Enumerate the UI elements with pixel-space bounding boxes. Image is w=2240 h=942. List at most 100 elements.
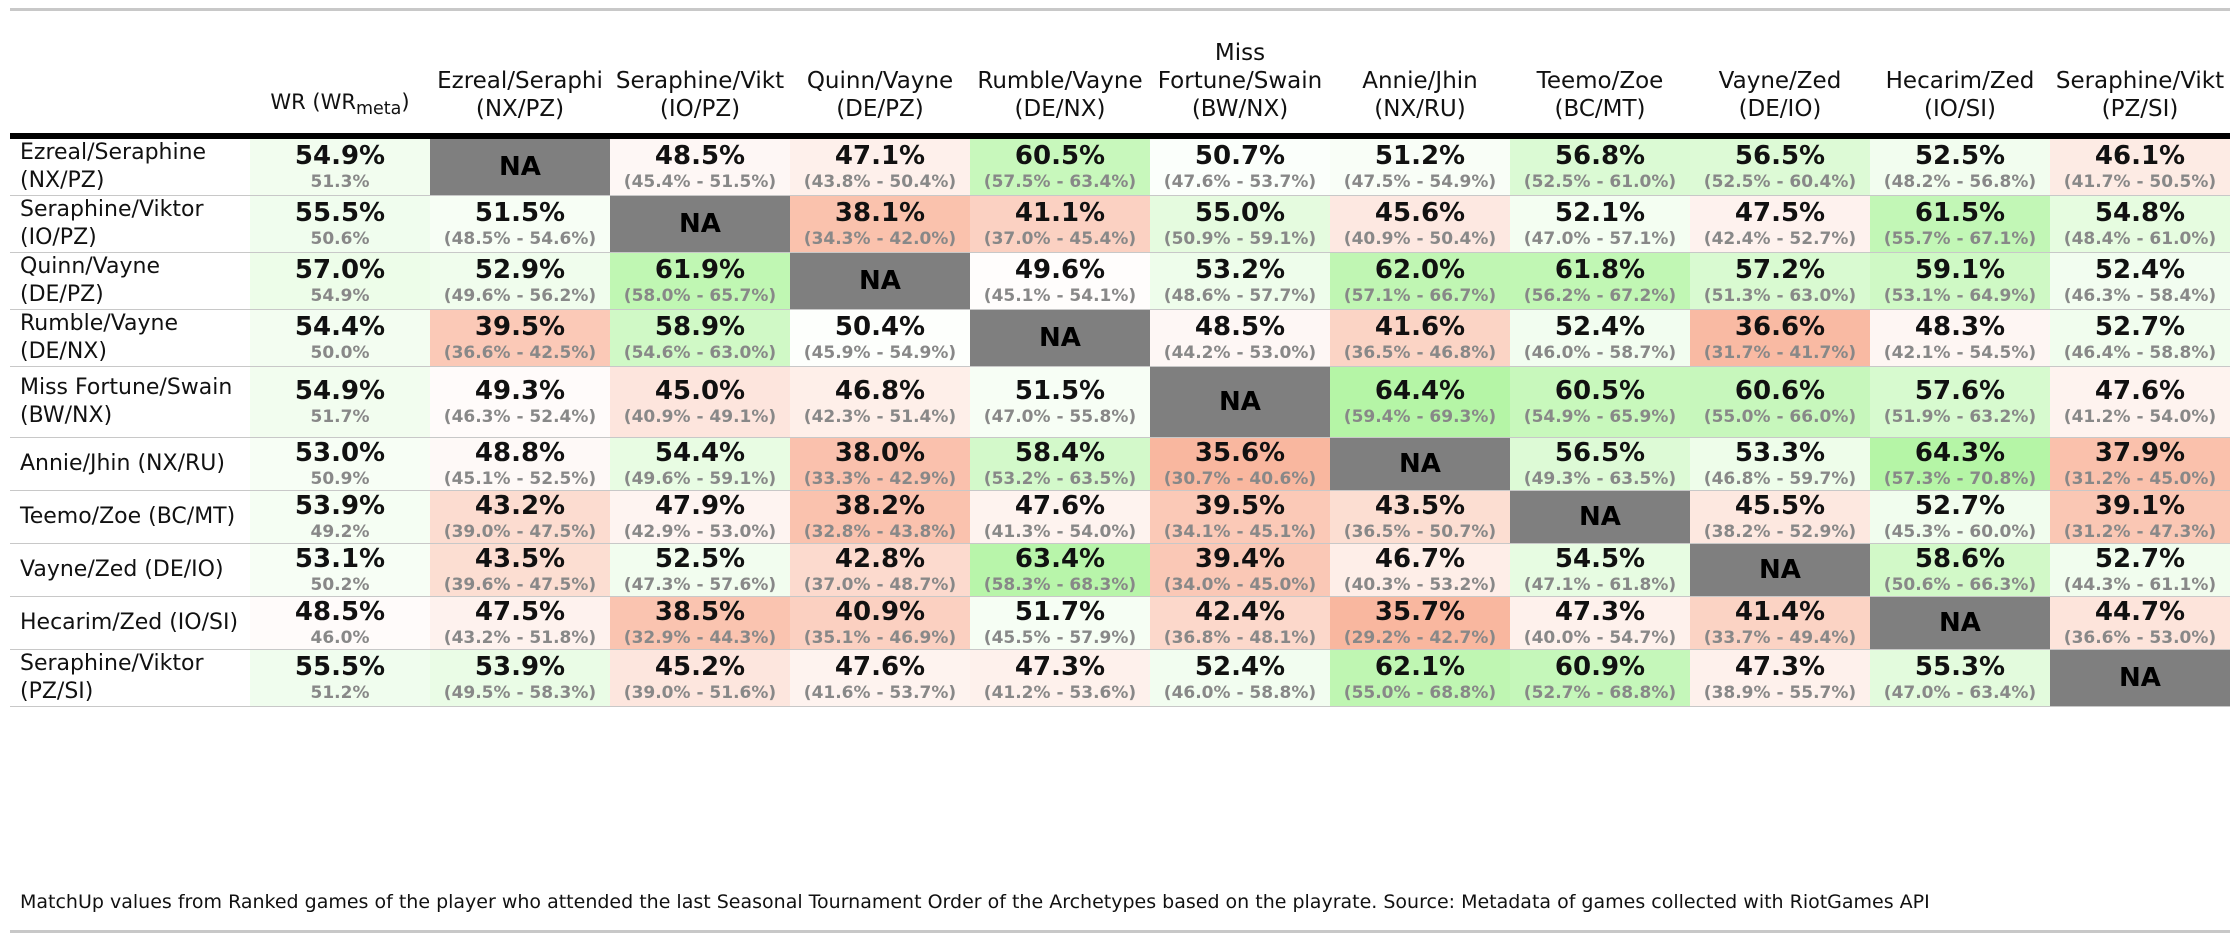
matchup-cell: 47.5% (42.4% - 52.7%) [1690, 195, 1870, 253]
header-row: WR (WRmeta) Ezreal/Seraphi (NX/PZ) Seraphi… [10, 13, 2230, 136]
row-label: Teemo/Zoe (BC/MT) [20, 504, 236, 529]
matchup-interval: (39.6% - 47.5%) [443, 575, 597, 595]
column-header-line: (DE/PZ) [836, 96, 924, 122]
column-header-line: (DE/NX) [1014, 96, 1106, 122]
matchup-cell: 45.6% (40.9% - 50.4%) [1330, 195, 1510, 253]
matchup-winrate: 47.3% [1554, 597, 1646, 627]
matchup-interval: (43.2% - 51.8%) [443, 628, 597, 648]
matchup-interval: (41.2% - 53.6%) [983, 683, 1137, 703]
column-header-line: Seraphine/Vikt [615, 68, 785, 94]
matchup-interval: (44.3% - 61.1%) [2063, 575, 2217, 595]
matchup-cell: 55.3% (47.0% - 63.4%) [1870, 649, 2050, 707]
matchup-cell: 47.1% (43.8% - 50.4%) [790, 136, 970, 196]
matchup-cell: 41.6% (36.5% - 46.8%) [1330, 309, 1510, 367]
matchup-interval: (45.3% - 60.0%) [1883, 522, 2037, 542]
matchup-interval: (31.2% - 47.3%) [2063, 522, 2217, 542]
column-header: Annie/Jhin (NX/RU) [1330, 13, 1510, 136]
matchup-cell: 57.6% (51.9% - 63.2%) [1870, 366, 2050, 438]
wr-value: 48.5% [294, 597, 386, 627]
matchup-cell: 45.0% (40.9% - 49.1%) [610, 366, 790, 438]
matchup-winrate: 62.0% [1374, 255, 1466, 285]
matchup-winrate: 52.4% [1194, 652, 1286, 682]
wr-cell: 55.5% 51.2% [250, 649, 430, 707]
matchup-winrate: 51.7% [1014, 597, 1106, 627]
matchup-interval: (55.7% - 67.1%) [1883, 229, 2037, 249]
matchup-cell: 44.7% (36.6% - 53.0%) [2050, 596, 2230, 650]
matchup-cell: 61.8% (56.2% - 67.2%) [1510, 252, 1690, 310]
matchup-winrate: 45.5% [1734, 491, 1826, 521]
matchup-interval: (46.4% - 58.8%) [2063, 343, 2217, 363]
wr-value: 57.0% [294, 255, 386, 285]
wr-meta-value: 46.0% [310, 628, 370, 648]
column-header: Seraphine/Vikt (IO/PZ) [610, 13, 790, 136]
matchup-interval: (45.4% - 51.5%) [623, 172, 777, 192]
matchup-winrate: 52.7% [2094, 312, 2186, 342]
column-header-line: (NX/RU) [1374, 96, 1466, 122]
column-header-line: Ezreal/Seraphi [437, 68, 603, 94]
matchup-winrate: 39.5% [1194, 491, 1286, 521]
na-cell: NA [970, 309, 1150, 367]
matchup-winrate: 56.8% [1554, 141, 1646, 171]
column-header-line: Vayne/Zed [1718, 68, 1842, 94]
matchup-cell: 56.5% (49.3% - 63.5%) [1510, 437, 1690, 491]
wr-value: 53.0% [294, 438, 386, 468]
column-header-line: Hecarim/Zed [1885, 68, 2035, 94]
na-label: NA [2119, 663, 2161, 693]
wr-value: 55.5% [294, 198, 386, 228]
na-label: NA [499, 152, 541, 182]
na-label: NA [859, 266, 901, 296]
matchup-interval: (42.9% - 53.0%) [623, 522, 777, 542]
matchup-winrate: 55.3% [1914, 652, 2006, 682]
matchup-winrate: 54.5% [1554, 544, 1646, 574]
matchup-interval: (35.1% - 46.9%) [803, 628, 957, 648]
wr-cell: 55.5% 50.6% [250, 195, 430, 253]
column-header-line: (PZ/SI) [2101, 96, 2179, 122]
column-header-line: Seraphine/Vikt [2055, 68, 2225, 94]
matchup-winrate: 43.2% [474, 491, 566, 521]
matchup-winrate: 52.1% [1554, 198, 1646, 228]
matchup-interval: (45.9% - 54.9%) [803, 343, 957, 363]
matchup-winrate: 47.6% [2094, 376, 2186, 406]
matchup-cell: 57.2% (51.3% - 63.0%) [1690, 252, 1870, 310]
na-label: NA [1939, 608, 1981, 638]
matchup-winrate: 47.6% [834, 652, 926, 682]
matchup-interval: (36.6% - 53.0%) [2063, 628, 2217, 648]
matchup-cell: 45.2% (39.0% - 51.6%) [610, 649, 790, 707]
matchup-winrate: 52.4% [1554, 312, 1646, 342]
na-label: NA [1759, 555, 1801, 585]
matchup-winrate: 39.4% [1194, 544, 1286, 574]
matchup-interval: (40.9% - 50.4%) [1343, 229, 1497, 249]
column-header: Quinn/Vayne (DE/PZ) [790, 13, 970, 136]
matchup-cell: 54.4% (49.6% - 59.1%) [610, 437, 790, 491]
column-header-line: Annie/Jhin [1362, 68, 1478, 94]
matchup-interval: (55.0% - 66.0%) [1703, 407, 1857, 427]
column-header-line: Fortune/Swain [1157, 68, 1323, 94]
matchup-interval: (36.5% - 46.8%) [1343, 343, 1497, 363]
matchup-winrate: 36.6% [1734, 312, 1826, 342]
matchup-interval: (48.4% - 61.0%) [2063, 229, 2217, 249]
matchup-cell: 48.3% (42.1% - 54.5%) [1870, 309, 2050, 367]
matchup-interval: (54.9% - 65.9%) [1523, 407, 1677, 427]
matchup-winrate: 53.9% [474, 652, 566, 682]
matchup-interval: (46.0% - 58.8%) [1163, 683, 1317, 703]
matchup-cell: 52.4% (46.0% - 58.7%) [1510, 309, 1690, 367]
na-cell: NA [1330, 437, 1510, 491]
matchup-interval: (31.7% - 41.7%) [1703, 343, 1857, 363]
table-row: Seraphine/Viktor (IO/PZ) 55.5% 50.6% 51.5%(… [10, 195, 2230, 253]
matchup-winrate: 38.0% [834, 438, 926, 468]
matchup-interval: (34.3% - 42.0%) [803, 229, 957, 249]
matchup-winrate: 52.7% [2094, 544, 2186, 574]
matchup-interval: (57.5% - 63.4%) [983, 172, 1137, 192]
matchup-cell: 59.1% (53.1% - 64.9%) [1870, 252, 2050, 310]
wr-cell: 53.9% 49.2% [250, 490, 430, 544]
bottom-rule [10, 930, 2230, 933]
matchup-cell: 52.7% (45.3% - 60.0%) [1870, 490, 2050, 544]
matchup-winrate: 46.7% [1374, 544, 1466, 574]
matchup-interval: (45.1% - 52.5%) [443, 469, 597, 489]
matchup-cell: 60.6% (55.0% - 66.0%) [1690, 366, 1870, 438]
wr-meta-value: 50.0% [310, 343, 370, 363]
matchup-winrate: 45.6% [1374, 198, 1466, 228]
wr-meta-value: 50.6% [310, 229, 370, 249]
matchup-cell: 39.1% (31.2% - 47.3%) [2050, 490, 2230, 544]
matchup-interval: (51.3% - 63.0%) [1703, 286, 1857, 306]
